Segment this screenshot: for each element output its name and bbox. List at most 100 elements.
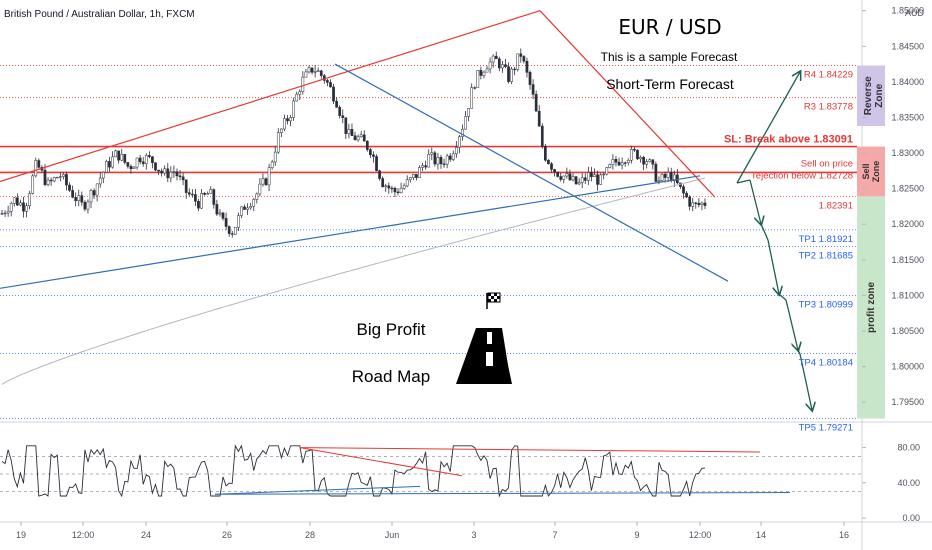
symbol-title[interactable]: British Pound / Australian Dollar, 1h, F…	[4, 9, 195, 20]
candle-body	[252, 199, 256, 207]
candle-body	[221, 212, 225, 219]
candle-body	[141, 161, 145, 165]
time-tick-label: 26	[222, 530, 232, 540]
candle-body	[267, 167, 271, 186]
price-tick-label: 1.83000	[891, 148, 924, 158]
level-label-tp2: TP2 1.81685	[799, 251, 853, 262]
candle-body	[68, 184, 71, 191]
candle-body	[292, 100, 295, 118]
candle-body	[92, 190, 96, 196]
checkered-flag-icon	[486, 292, 501, 309]
forecast-pair: EUR / USD	[618, 15, 721, 39]
candle-body	[129, 166, 133, 169]
time-tick-label: Jun	[385, 530, 400, 540]
rsi-pane[interactable]	[0, 425, 862, 522]
levels-layer	[0, 65, 857, 419]
price-unit-label: AUD	[905, 8, 925, 18]
candle-body	[405, 179, 409, 187]
candle-body	[246, 207, 249, 210]
candle-body	[365, 140, 369, 150]
rsi-tick-label: 0.00	[902, 513, 920, 523]
candle-body	[46, 179, 50, 185]
candle-body	[626, 160, 630, 163]
price-tick-label: 1.82500	[891, 184, 924, 194]
candle-body	[25, 205, 28, 212]
candle-body	[504, 64, 507, 67]
reverse-zone-label-line2: Zone	[874, 83, 885, 107]
candle-body	[623, 162, 627, 164]
candle-body	[415, 174, 418, 178]
candle-body	[430, 152, 434, 155]
candle-body	[519, 53, 523, 57]
candle-body	[15, 197, 19, 206]
candle-body	[160, 170, 163, 174]
candle-body	[338, 107, 342, 116]
candle-body	[651, 159, 655, 165]
candle-body	[144, 155, 148, 165]
forecast-arrow-segment	[760, 223, 769, 241]
time-tick-label: 3	[471, 530, 476, 540]
candle-body	[697, 203, 701, 205]
time-tick-label: 14	[756, 530, 766, 540]
candle-body	[451, 153, 455, 160]
candle-body	[22, 202, 25, 212]
candle-body	[178, 175, 182, 178]
profit-zone	[857, 196, 885, 419]
candle-body	[83, 201, 87, 210]
price-tick-label: 1.81500	[891, 255, 924, 265]
candle-body	[233, 227, 237, 235]
time-tick-label: 12:00	[72, 530, 95, 540]
candle-body	[645, 161, 649, 165]
candle-body	[43, 169, 47, 185]
candle-body	[586, 172, 590, 181]
candle-body	[663, 173, 667, 178]
candle-body	[501, 64, 504, 69]
rsi-line	[1, 444, 706, 498]
candle-body	[194, 194, 197, 202]
zones-layer	[857, 65, 885, 419]
candle-body	[98, 177, 102, 185]
candle-body	[166, 168, 170, 179]
candle-body	[163, 168, 167, 174]
candle-body	[633, 149, 636, 151]
candle-body	[12, 197, 16, 204]
candle-body	[65, 174, 68, 186]
price-pane[interactable]	[0, 0, 862, 420]
candle-body	[507, 66, 510, 82]
reverse-zone-label: ReverseZone	[863, 76, 885, 115]
time-tick-label: 16	[839, 530, 849, 540]
candle-body	[381, 178, 385, 188]
candle-body	[476, 70, 480, 88]
candle-body	[590, 172, 593, 178]
candle-body	[249, 206, 253, 209]
sell-label-line1: Sell on price	[801, 158, 853, 169]
candle-body	[289, 117, 292, 122]
candle-body	[0, 213, 4, 215]
price-tick-label: 1.84500	[891, 41, 924, 51]
rsi-red-descending-line	[299, 447, 463, 477]
level-label-current: 1.82391	[819, 200, 853, 211]
candle-body	[454, 147, 458, 155]
candle-body	[510, 68, 513, 82]
candle-body	[243, 206, 246, 210]
candle-body	[52, 177, 56, 182]
candle-body	[642, 156, 645, 165]
candle-body	[700, 202, 704, 205]
candle-body	[169, 171, 173, 179]
price-tick-label: 1.85000	[891, 6, 924, 16]
candle-body	[412, 174, 415, 178]
candle-body	[402, 185, 406, 189]
candle-body	[378, 170, 381, 179]
forecast-arrow-segment	[749, 179, 761, 224]
candles-layer	[0, 48, 707, 385]
candle-body	[387, 185, 391, 189]
level-label-r4: R4 1.84229	[804, 70, 853, 81]
candle-body	[184, 179, 188, 193]
price-tick-label: 1.84000	[891, 77, 924, 87]
candle-body	[408, 177, 412, 181]
blue-descending-trendline	[334, 63, 729, 282]
candle-body	[347, 129, 351, 134]
candle-body	[550, 163, 553, 170]
rsi-blue-rising-line	[214, 485, 421, 495]
